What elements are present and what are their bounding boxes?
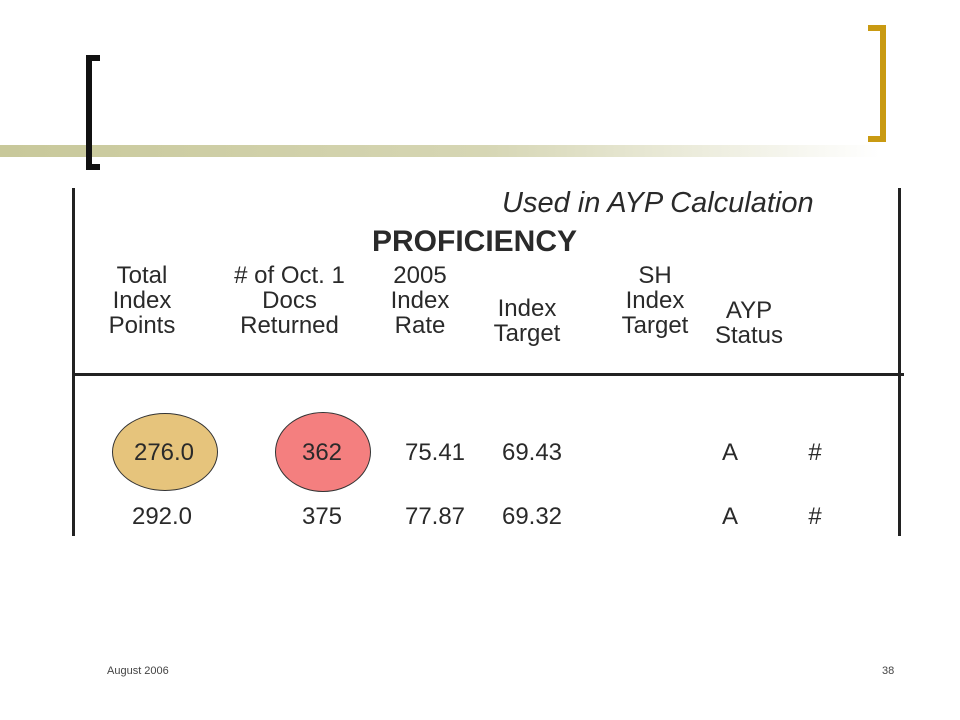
docs-returned-highlight xyxy=(275,412,371,492)
header-docs-returned: # of Oct. 1 Docs Returned xyxy=(234,262,345,340)
total-index-points-highlight xyxy=(112,413,218,491)
row2-total-index-points: 292.0 xyxy=(131,503,193,530)
row1-ayp-status: A xyxy=(721,439,738,466)
ayp-calculation-label: Used in AYP Calculation xyxy=(502,187,814,219)
row2-flag: # xyxy=(808,503,822,530)
slide-number: 38 xyxy=(882,665,895,677)
row1-index-target: 69.43 xyxy=(501,439,563,466)
right-bracket-decoration xyxy=(868,25,886,142)
row1-docs-returned: 362 xyxy=(301,439,343,466)
row1-flag: # xyxy=(808,439,822,466)
header-ayp-status: AYP Status xyxy=(714,297,784,350)
header-divider xyxy=(72,373,904,376)
table-right-border xyxy=(898,188,901,536)
decorative-accent-line xyxy=(0,145,880,157)
footer-date: August 2006 xyxy=(107,665,169,677)
row2-index-target: 69.32 xyxy=(501,503,563,530)
proficiency-heading: PROFICIENCY xyxy=(372,225,578,258)
header-total-index-points: Total Index Points xyxy=(108,262,176,340)
row2-ayp-status: A xyxy=(721,503,738,530)
proficiency-table-image: Used in AYP Calculation PROFICIENCY Tota… xyxy=(72,188,904,536)
row2-index-rate: 77.87 xyxy=(404,503,466,530)
header-2005-index-rate: 2005 Index Rate xyxy=(390,262,450,340)
table-left-border xyxy=(72,188,75,536)
row1-index-rate: 75.41 xyxy=(404,439,466,466)
row1-total-index-points: 276.0 xyxy=(133,439,195,466)
header-sh-index-target: SH Index Target xyxy=(621,262,689,340)
left-bracket-decoration xyxy=(86,55,100,170)
row2-docs-returned: 375 xyxy=(301,503,343,530)
header-index-target: Index Target xyxy=(493,295,561,348)
